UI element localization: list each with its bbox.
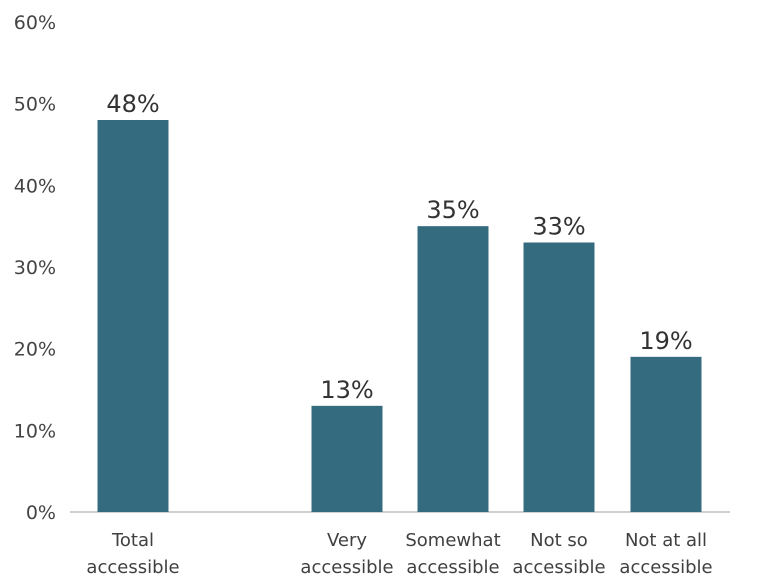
data-label: 19% [639,327,692,355]
y-tick-label: 30% [14,257,56,279]
bar [523,242,595,512]
data-label: 35% [426,196,479,224]
bars [97,120,702,512]
bar [311,405,383,512]
y-tick-label: 50% [14,94,56,116]
data-labels: 48% 13% 35% 33% 19% [106,90,692,404]
category-label: accessible [619,557,712,578]
data-label: 33% [532,213,585,241]
y-axis: 0% 10% 20% 30% 40% 50% 60% [14,12,56,524]
y-tick-label: 60% [14,12,56,34]
y-tick-label: 40% [14,175,56,197]
category-label: Very [327,530,367,551]
y-tick-label: 10% [14,420,56,442]
data-label: 13% [320,376,373,404]
category-label: Not so [530,530,588,551]
bar [417,226,489,512]
bar [97,120,169,512]
category-label: accessible [86,557,179,578]
category-label: accessible [300,557,393,578]
category-label: Total [111,530,154,551]
category-label: Not at all [625,530,707,551]
category-label: Somewhat [405,530,500,551]
category-label: accessible [406,557,499,578]
y-tick-label: 0% [26,502,56,524]
category-labels: Total accessible Very accessible Somewhat acc… [86,530,712,578]
bar [630,356,702,512]
y-tick-label: 20% [14,339,56,361]
category-label: accessible [512,557,605,578]
data-label: 48% [106,90,159,118]
